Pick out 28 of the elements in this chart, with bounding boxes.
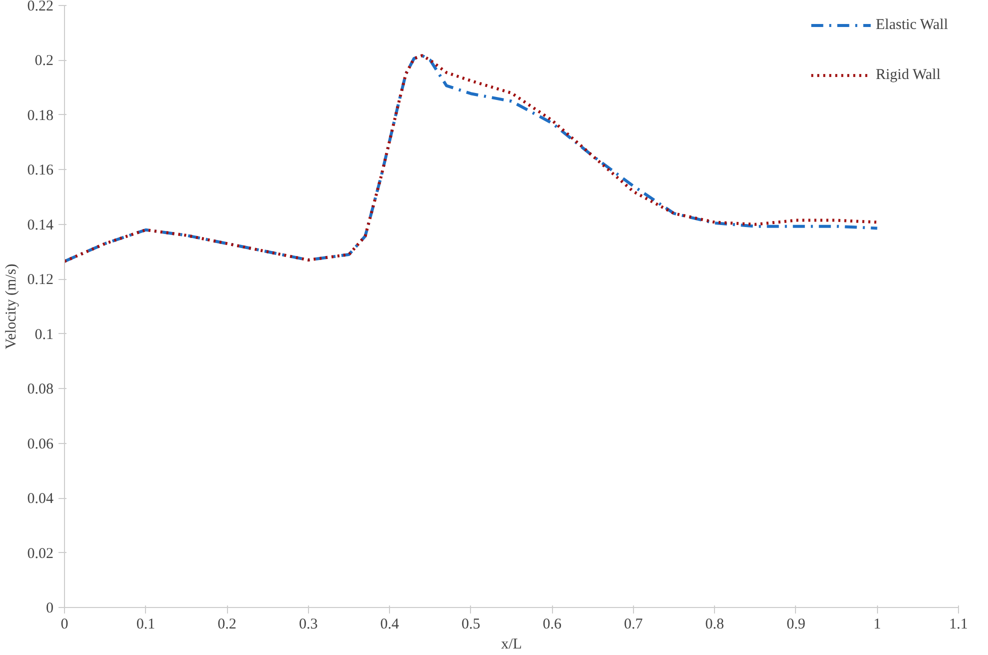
y-tick-label: 0.18 — [27, 108, 54, 124]
y-axis-title: Velocity (m/s) — [3, 264, 20, 350]
y-tick-label: 0.2 — [34, 53, 54, 70]
y-tick-label: 0.04 — [27, 491, 54, 508]
x-tick-label: 0.2 — [218, 616, 236, 632]
x-tick-label: 0.5 — [461, 616, 480, 632]
x-tick-label: 0 — [60, 616, 68, 632]
y-tick-label: 0.12 — [27, 272, 54, 288]
x-tick-label: 0.1 — [136, 616, 156, 632]
x-tick-label: 0.3 — [298, 616, 318, 632]
x-tick-label: 0.7 — [624, 616, 644, 632]
x-axis-title: x/L — [501, 636, 522, 652]
y-tick-label: 0.14 — [27, 217, 54, 234]
x-tick-label: 0.8 — [705, 616, 724, 632]
x-tick-label: 1.1 — [949, 616, 968, 632]
y-tick-label: 0 — [46, 600, 54, 616]
y-tick-label: 0.08 — [27, 382, 54, 398]
x-tick-label: 0.6 — [542, 616, 562, 632]
x-tick-label: 0.9 — [786, 616, 806, 632]
y-tick-label: 0.02 — [27, 546, 54, 562]
x-tick-label: 1 — [873, 616, 881, 632]
legend-label: Rigid Wall — [876, 66, 941, 84]
x-tick-label: 0.4 — [380, 616, 400, 632]
y-tick-label: 0.1 — [34, 326, 54, 343]
y-tick-label: 0.22 — [27, 0, 54, 14]
legend-label: Elastic Wall — [876, 16, 948, 34]
y-tick-label: 0.06 — [27, 436, 54, 452]
y-tick-label: 0.16 — [27, 162, 54, 179]
